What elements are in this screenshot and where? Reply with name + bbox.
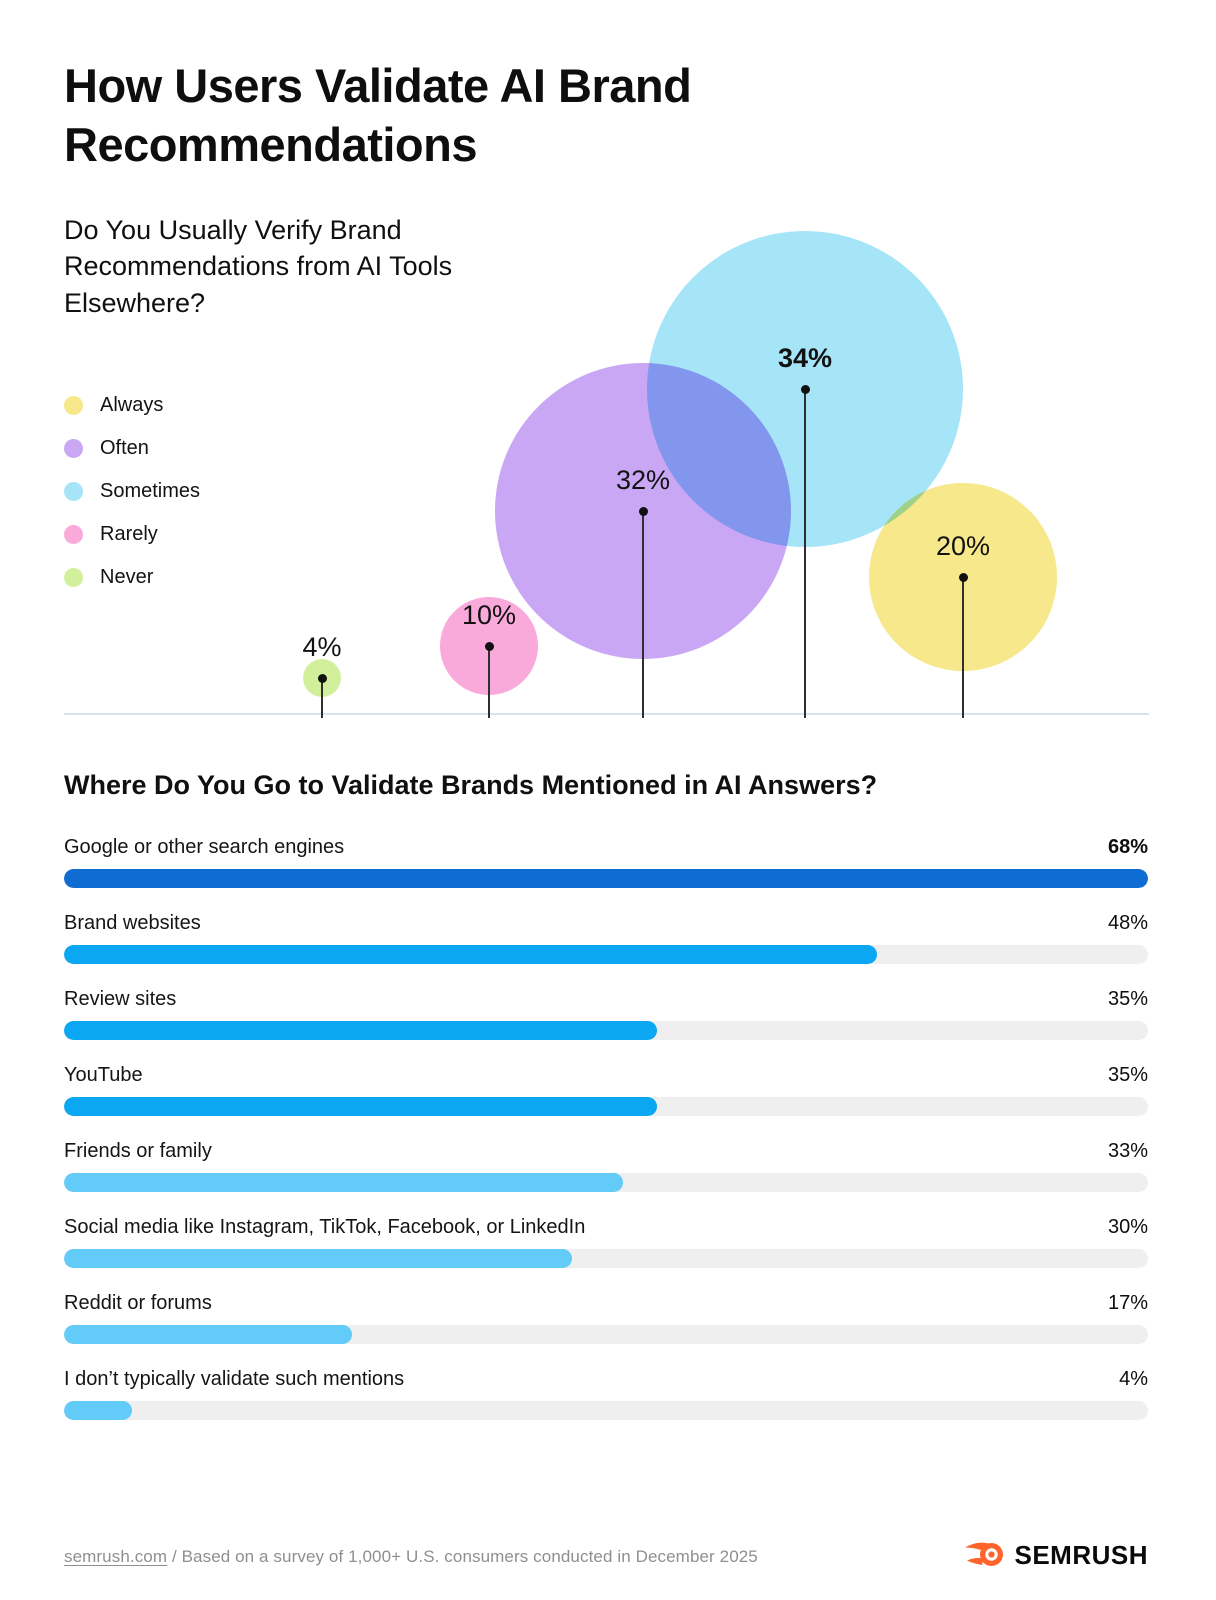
- bar-track: [64, 869, 1148, 888]
- legend-dot-icon: [64, 568, 83, 587]
- legend-dot-icon: [64, 396, 83, 415]
- bar-track: [64, 1249, 1148, 1268]
- bubble-dot: [800, 384, 810, 394]
- semrush-logo: SEMRUSH: [963, 1538, 1148, 1572]
- bar-category-label: Social media like Instagram, TikTok, Fac…: [64, 1216, 586, 1238]
- bar-category-label: I don’t typically validate such mentions: [64, 1368, 405, 1390]
- bar-fill: [64, 1021, 657, 1040]
- bar-fill: [64, 945, 877, 964]
- bar-row: I don’t typically validate such mentions…: [64, 1368, 1148, 1420]
- bubble-chart-question: Do You Usually Verify Brand Recommendati…: [64, 215, 453, 318]
- bar-category-label: Review sites: [64, 988, 177, 1010]
- legend-label: Often: [100, 437, 149, 459]
- legend-item-sometimes: Sometimes: [64, 470, 200, 513]
- bar-row-head: Brand websites 48%: [64, 912, 1148, 935]
- semrush-wordmark: SEMRUSH: [1014, 1539, 1148, 1570]
- legend-item-rarely: Rarely: [64, 513, 200, 556]
- bar-value-label: 4%: [1119, 1368, 1148, 1390]
- source-note: semrush.com / Based on a survey of 1,000…: [64, 1547, 758, 1567]
- bar-category-label: Google or other search engines: [64, 836, 345, 858]
- legend-item-often: Often: [64, 427, 200, 470]
- bubble-stem: [962, 577, 964, 718]
- semrush-flame-icon: [965, 1542, 1004, 1566]
- legend-label: Never: [100, 566, 154, 588]
- source-link[interactable]: semrush.com: [64, 1547, 168, 1566]
- bar-track: [64, 1325, 1148, 1344]
- page-title: How Users Validate AI Brand Recommendati…: [64, 59, 692, 172]
- bar-fill: [64, 1173, 623, 1192]
- bubble-dot: [958, 572, 968, 582]
- bar-row: Reddit or forums 17%: [64, 1292, 1148, 1344]
- bar-value-label: 17%: [1107, 1292, 1148, 1314]
- bar-track: [64, 1173, 1148, 1192]
- bar-fill: [64, 1401, 132, 1420]
- bubble-value-label: 32%: [615, 465, 671, 495]
- bar-row: YouTube 35%: [64, 1064, 1148, 1116]
- legend-dot-icon: [64, 439, 83, 458]
- legend-label: Always: [100, 394, 164, 416]
- bar-row-head: Reddit or forums 17%: [64, 1292, 1148, 1315]
- bar-value-label: 48%: [1107, 912, 1148, 934]
- bubble-value-label: 20%: [935, 531, 991, 561]
- bar-row: Social media like Instagram, TikTok, Fac…: [64, 1216, 1148, 1268]
- bar-chart-question: Where Do You Go to Validate Brands Menti…: [64, 770, 878, 800]
- bar-fill: [64, 1325, 352, 1344]
- bar-row: Brand websites 48%: [64, 912, 1148, 964]
- bubble-stem: [804, 389, 806, 718]
- bar-category-label: Reddit or forums: [64, 1292, 212, 1314]
- legend-label: Sometimes: [100, 480, 201, 502]
- bar-category-label: Brand websites: [64, 912, 201, 934]
- bar-value-label: 33%: [1107, 1140, 1148, 1162]
- bar-row: Friends or family 33%: [64, 1140, 1148, 1192]
- source-text: / Based on a survey of 1,000+ U.S. consu…: [167, 1547, 758, 1566]
- bar-fill: [64, 1249, 573, 1268]
- bar-value-label: 35%: [1107, 1064, 1148, 1086]
- bubble-stem: [488, 646, 490, 718]
- bar-row-head: Social media like Instagram, TikTok, Fac…: [64, 1216, 1148, 1239]
- bar-value-label: 30%: [1107, 1216, 1148, 1238]
- bar-row: Review sites 35%: [64, 988, 1148, 1040]
- bubble-stem: [642, 511, 644, 718]
- legend-label: Rarely: [100, 523, 158, 545]
- bar-row-head: Friends or family 33%: [64, 1140, 1148, 1163]
- bar-row-head: YouTube 35%: [64, 1064, 1148, 1087]
- legend-item-never: Never: [64, 556, 200, 599]
- legend-item-always: Always: [64, 384, 200, 427]
- bar-row-head: I don’t typically validate such mentions…: [64, 1368, 1148, 1391]
- bar-category-label: Friends or family: [64, 1140, 212, 1162]
- bubble-legend: Always Often Sometimes Rarely Never: [64, 384, 200, 599]
- bubble-value-label: 4%: [302, 632, 342, 662]
- bar-fill: [64, 869, 1148, 888]
- bar-row-head: Google or other search engines 68%: [64, 836, 1148, 859]
- bubble-dot: [638, 506, 648, 516]
- bubble-dot: [484, 641, 494, 651]
- bubble-chart: 4% 10% 32% 34% 20%: [0, 0, 1216, 760]
- legend-dot-icon: [64, 482, 83, 501]
- bar-track: [64, 1097, 1148, 1116]
- bar-track: [64, 945, 1148, 964]
- bar-category-label: YouTube: [64, 1064, 143, 1086]
- bubble-axis-baseline: [64, 713, 1149, 715]
- bubble-value-label: 34%: [777, 343, 833, 373]
- bar-track: [64, 1021, 1148, 1040]
- bar-track: [64, 1401, 1148, 1420]
- bar-value-label: 68%: [1107, 836, 1148, 858]
- bubble-value-label: 10%: [461, 600, 517, 630]
- bar-row: Google or other search engines 68%: [64, 836, 1148, 888]
- bar-chart: Google or other search engines 68% Brand w…: [64, 836, 1148, 1444]
- bubble-stem: [321, 678, 323, 718]
- bar-fill: [64, 1097, 657, 1116]
- bar-value-label: 35%: [1107, 988, 1148, 1010]
- bar-row-head: Review sites 35%: [64, 988, 1148, 1011]
- legend-dot-icon: [64, 525, 83, 544]
- bubble-dot: [317, 673, 327, 683]
